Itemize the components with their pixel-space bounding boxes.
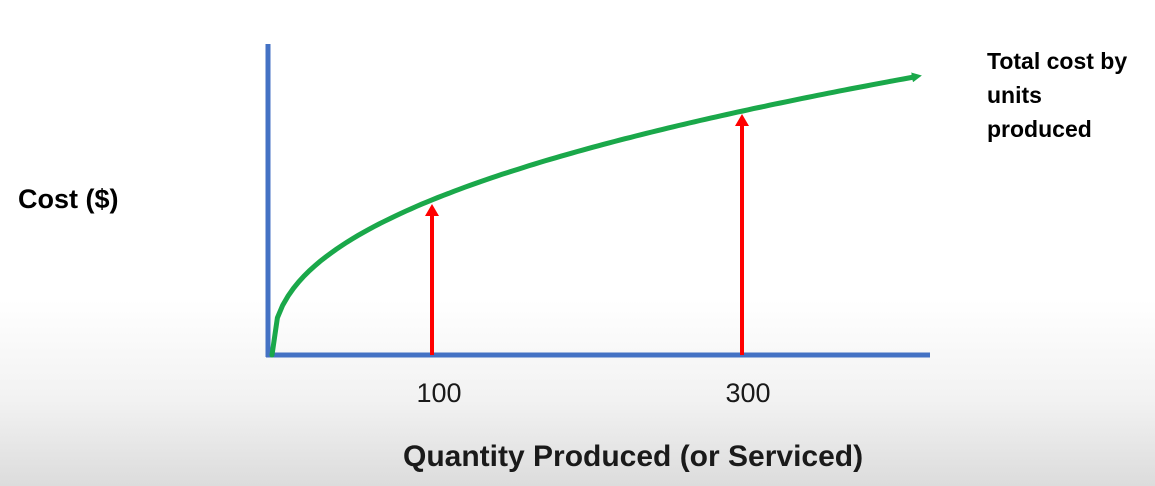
y-axis-label: Cost ($) (18, 184, 119, 214)
x-axis-label: Quantity Produced (or Serviced) (403, 440, 864, 473)
total-cost-curve (269, 72, 922, 358)
x-tick-label-300: 300 (725, 378, 771, 408)
curve-annotation: Total cost by units produced (987, 48, 1128, 142)
x-tick-label-100: 100 (416, 378, 462, 408)
